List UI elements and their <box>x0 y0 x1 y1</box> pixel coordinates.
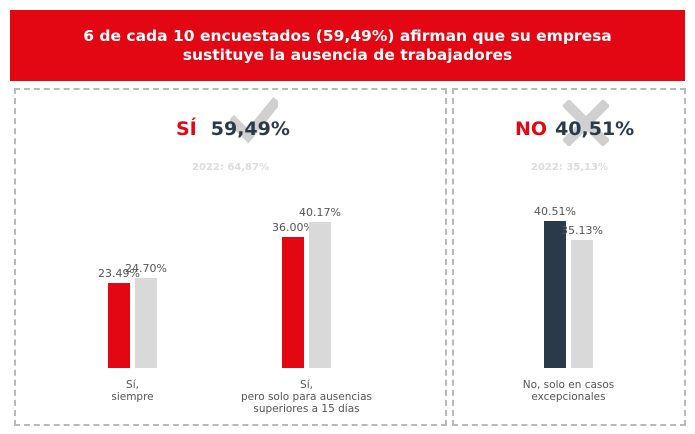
bar-3-2022 <box>571 240 593 368</box>
si-2022-value: 2022: 64,87% <box>192 162 269 173</box>
category-label: Sí, pero solo para ausencias superiores a … <box>207 379 407 415</box>
title-line-2: sustituye la ausencia de trabajadores <box>182 45 513 64</box>
category-label-line: superiores a 15 días <box>253 403 360 415</box>
x-mark-icon <box>563 100 609 146</box>
bar-value-label: 40.17% <box>299 206 341 220</box>
category-label-line: Sí, <box>126 379 139 391</box>
si-percent: 59,49% <box>210 118 290 140</box>
category-label-line: pero solo para ausencias <box>240 391 372 403</box>
bar-value-label: 35.13% <box>561 224 603 238</box>
no-headline: NO 40,51% <box>515 118 634 140</box>
checkmark-icon <box>230 96 278 144</box>
no-percent: 40,51% <box>555 118 635 140</box>
category-label-line: Sí, <box>300 379 313 391</box>
bar-value-label: 40.51% <box>534 204 576 218</box>
bar-value-label: 23.49% <box>98 266 140 280</box>
bar-1-2022 <box>135 278 157 368</box>
no-answer: NO <box>515 118 548 140</box>
panel-si <box>14 88 447 426</box>
category-label-line: No, solo en casos <box>522 379 615 391</box>
si-answer: SÍ <box>176 118 197 140</box>
bar-value-label: 36.00% <box>272 221 314 235</box>
no-2022-value: 2022: 35,13% <box>531 162 608 173</box>
panel-no <box>452 88 686 426</box>
bar-2-2022 <box>309 222 331 368</box>
category-label-line: excepcionales <box>531 391 606 403</box>
title-banner: 6 de cada 10 encuestados (59,49%) afirma… <box>10 10 685 81</box>
category-label: No, solo en casos excepcionales <box>469 379 669 403</box>
category-label-line: siempre <box>111 391 154 403</box>
bar-1-2023 <box>108 282 130 368</box>
si-headline: SÍ 59,49% <box>176 118 290 140</box>
bar-value-label: 24.70% <box>125 262 167 276</box>
category-label: Sí, siempre <box>33 379 233 403</box>
bar-3-2023 <box>544 220 566 368</box>
title-line-1: 6 de cada 10 encuestados (59,49%) afirma… <box>83 26 612 45</box>
bar-2-2023 <box>282 237 304 368</box>
